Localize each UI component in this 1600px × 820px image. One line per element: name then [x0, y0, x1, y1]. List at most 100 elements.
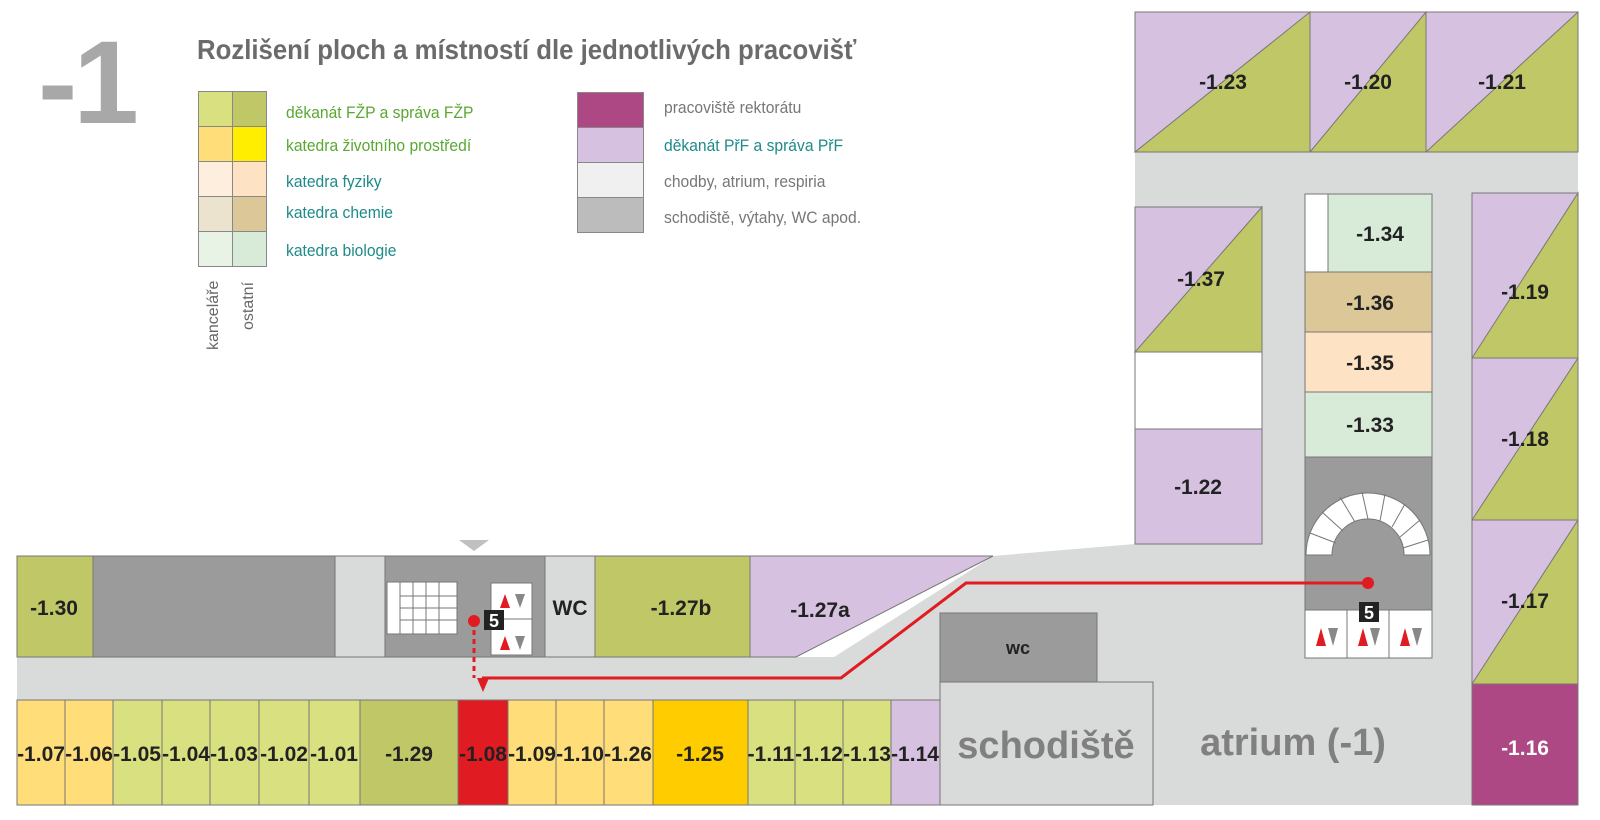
room-1-34 [1327, 193, 1433, 273]
label-atrium: atrium (-1) [1200, 722, 1386, 764]
room-blank-small [1304, 193, 1329, 273]
label-stairs: schodiště [957, 725, 1134, 767]
label-wc-small: wc [1005, 638, 1030, 658]
label-1-17: -1.17 [1501, 590, 1549, 613]
room-1-09 [507, 699, 557, 806]
room-1-29 [359, 699, 459, 806]
label-1-27b: -1.27b [651, 597, 712, 620]
room-1-01 [308, 699, 361, 806]
room-1-02 [258, 699, 310, 806]
label-1-09: -1.09 [508, 743, 556, 766]
label-1-19: -1.19 [1501, 281, 1549, 304]
label-1-16: -1.16 [1501, 737, 1549, 760]
room-labels: -1.23 -1.20 -1.21 -1.37 -1.34 -1.36 -1.3… [17, 71, 1549, 767]
label-1-11: -1.11 [748, 743, 795, 766]
legend-label-fzp: děkanát FŽP a správa FŽP [286, 103, 474, 122]
elevator-badge-right [1359, 602, 1379, 622]
label-1-23: -1.23 [1199, 71, 1247, 94]
room-1-27a [749, 555, 994, 658]
label-1-30: -1.30 [30, 597, 78, 620]
swatch-fyz-other [232, 161, 267, 197]
room-1-30 [16, 555, 94, 658]
label-1-18: -1.18 [1501, 428, 1549, 451]
room-1-21-fill [1424, 10, 1579, 153]
label-1-04: -1.04 [162, 743, 210, 766]
legend-label-chodby: chodby, atrium, respiria [664, 172, 826, 191]
elevator-number-left: 5 [489, 611, 499, 631]
label-1-05: -1.05 [113, 743, 161, 766]
corridor-strip [334, 555, 386, 658]
room-1-25 [652, 699, 749, 806]
spiral-stairs [1305, 491, 1431, 556]
entry-marker [459, 540, 489, 551]
route-end-dot [468, 615, 480, 627]
room-1-05 [112, 699, 163, 806]
elevator-number-right: 5 [1364, 603, 1374, 623]
legend-label-kzp: katedra životního prostředí [286, 136, 472, 155]
room-1-11 [747, 699, 796, 806]
legend-label-che: katedra chemie [286, 203, 393, 222]
label-1-08: -1.08 [459, 743, 507, 766]
room-wc [544, 555, 596, 658]
label-1-22: -1.22 [1174, 476, 1222, 499]
label-1-12: -1.12 [795, 743, 843, 766]
label-1-26: -1.26 [604, 743, 652, 766]
label-1-25: -1.25 [676, 743, 724, 766]
swatch-che-other [232, 196, 267, 232]
room-1-26 [603, 699, 654, 806]
stairs-left [386, 581, 458, 635]
legend-label-bio: katedra biologie [286, 241, 397, 260]
swatch-bio-office [198, 231, 233, 267]
route-start-dot [1362, 577, 1374, 589]
label-1-13: -1.13 [843, 743, 891, 766]
room-1-14 [890, 699, 941, 806]
swatch-schodiste [577, 197, 644, 233]
label-1-36: -1.36 [1346, 292, 1394, 315]
room-stairs-big [939, 681, 1154, 806]
label-1-33: -1.33 [1346, 414, 1394, 437]
elevator-arrows [500, 594, 1422, 650]
label-1-20: -1.20 [1344, 71, 1392, 94]
swatch-prf [577, 127, 644, 163]
legend-label-rektorat: pracoviště rektorátu [664, 98, 802, 117]
legend-title: Rozlišení ploch a místností dle jednotli… [197, 34, 857, 65]
label-1-37: -1.37 [1177, 268, 1225, 291]
label-1-06: -1.06 [65, 743, 113, 766]
label-1-35: -1.35 [1346, 352, 1394, 375]
label-1-29: -1.29 [385, 743, 433, 766]
label-1-34: -1.34 [1356, 223, 1404, 246]
room-1-33 [1304, 391, 1433, 458]
label-1-14: -1.14 [891, 743, 939, 766]
route [472, 581, 1368, 680]
room-1-08 [457, 699, 509, 806]
room-1-16 [1471, 683, 1579, 806]
label-1-02: -1.02 [260, 743, 308, 766]
label-1-10: -1.10 [556, 743, 604, 766]
elevator-badge-left [484, 610, 504, 630]
swatch-fyz-office [198, 161, 233, 197]
room-1-12 [794, 699, 844, 806]
label-1-21: -1.21 [1478, 71, 1526, 94]
swatch-bio-other [232, 231, 267, 267]
label-wc: WC [553, 597, 588, 620]
room-1-10 [555, 699, 605, 806]
label-1-01: -1.01 [310, 743, 358, 766]
route-arrowhead [477, 678, 489, 692]
room-service-1 [92, 555, 336, 658]
label-1-07: -1.07 [17, 743, 65, 766]
room-blank [1134, 351, 1263, 430]
room-1-35 [1304, 331, 1433, 393]
legend-label-schodiste: schodiště, výtahy, WC apod. [664, 208, 862, 227]
swatch-rektorat [577, 92, 644, 128]
label-1-03: -1.03 [210, 743, 258, 766]
room-1-22 [1134, 428, 1263, 545]
legend-label-prf: děkanát PřF a správa PřF [664, 136, 844, 155]
floor-number: -1 [38, 17, 139, 149]
room-1-36 [1304, 271, 1433, 333]
swatch-fzp-other [232, 91, 267, 127]
room-1-06 [64, 699, 114, 806]
legend-label-fyz: katedra fyziky [286, 172, 382, 191]
label-1-27a: -1.27a [790, 599, 850, 622]
room-1-04 [161, 699, 211, 806]
